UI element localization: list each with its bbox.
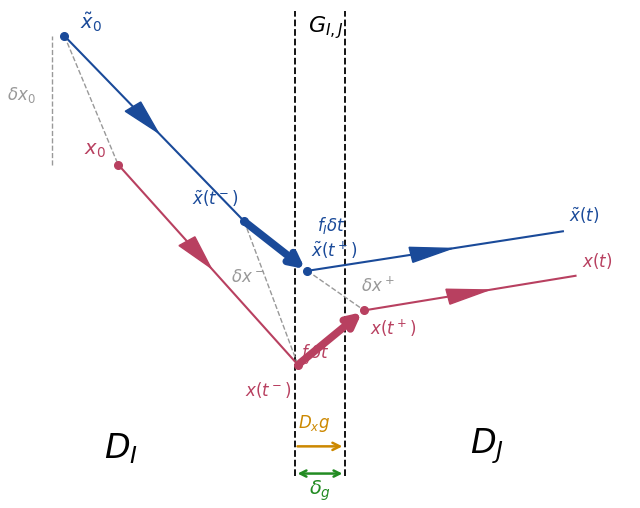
Text: $D_I$: $D_I$ xyxy=(104,431,138,466)
Text: $x(t^-)$: $x(t^-)$ xyxy=(245,379,292,400)
Text: $D_J$: $D_J$ xyxy=(470,426,504,466)
Polygon shape xyxy=(446,289,489,304)
Text: $\delta_g$: $\delta_g$ xyxy=(309,479,331,503)
Text: $x_0$: $x_0$ xyxy=(84,141,106,160)
Polygon shape xyxy=(125,102,158,133)
Text: $\tilde{x}_0$: $\tilde{x}_0$ xyxy=(80,10,102,34)
Text: $f_I\delta t$: $f_I\delta t$ xyxy=(317,215,346,236)
Text: $\delta x^+$: $\delta x^+$ xyxy=(361,276,395,295)
Text: $x(t^+)$: $x(t^+)$ xyxy=(371,318,417,339)
Polygon shape xyxy=(409,247,452,262)
Text: $D_x g$: $D_x g$ xyxy=(298,413,330,434)
Text: $\delta x_0$: $\delta x_0$ xyxy=(8,85,36,105)
Text: $\delta x^-$: $\delta x^-$ xyxy=(231,268,265,285)
Text: $G_{I,J}$: $G_{I,J}$ xyxy=(308,14,344,41)
Text: $\tilde{x}(t^+)$: $\tilde{x}(t^+)$ xyxy=(310,240,357,261)
Polygon shape xyxy=(179,237,211,268)
Text: $f_J\delta t$: $f_J\delta t$ xyxy=(301,342,330,367)
Text: $x(t)$: $x(t)$ xyxy=(582,251,612,271)
Text: $\tilde{x}(t^-)$: $\tilde{x}(t^-)$ xyxy=(191,189,238,209)
Text: $\tilde{x}(t)$: $\tilde{x}(t)$ xyxy=(569,206,600,227)
